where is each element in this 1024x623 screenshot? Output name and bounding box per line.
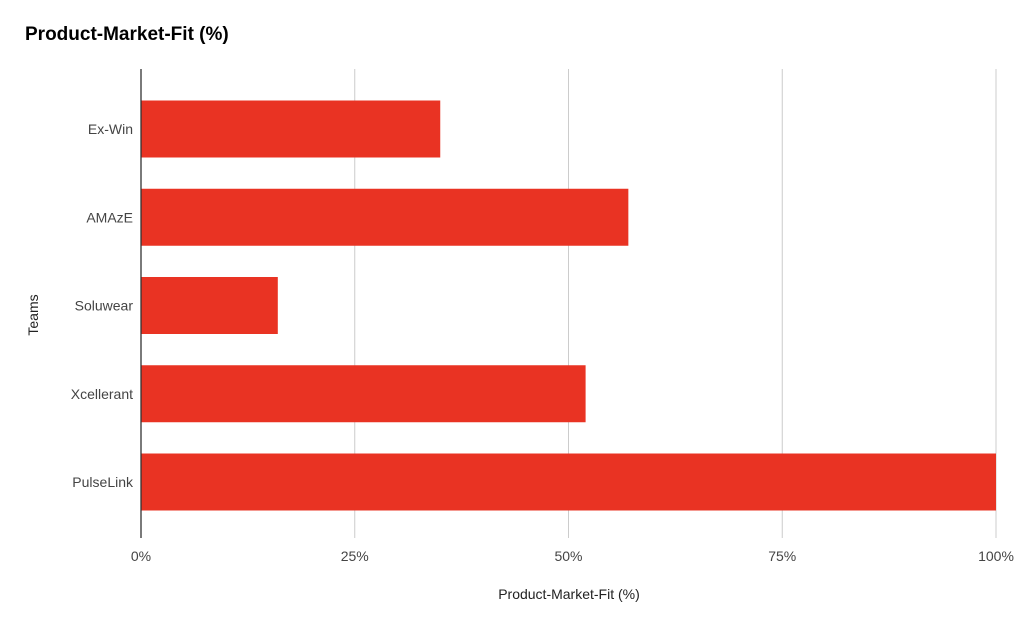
x-tick-label: 25% (341, 548, 369, 564)
y-tick-label: Ex-Win (88, 121, 133, 137)
x-tick-labels: 0% 25% 50% 75% 100% (131, 548, 1014, 564)
bar-soluwear (141, 277, 278, 334)
y-tick-label: AMAzE (86, 209, 133, 225)
y-tick-labels: Ex-Win AMAzE Soluwear Xcellerant PulseLink (71, 121, 134, 490)
y-tick-label: Soluwear (75, 298, 134, 314)
bar-amaze (141, 188, 629, 246)
bar-xcellerant (141, 365, 586, 423)
y-tick-label: PulseLink (72, 474, 134, 490)
chart-title: Product-Market-Fit (%) (25, 24, 229, 45)
bar-ex-win (141, 100, 441, 158)
x-axis-title: Product-Market-Fit (%) (498, 586, 640, 602)
x-tick-label: 50% (554, 548, 582, 564)
bar-pulselink (141, 453, 996, 511)
x-tick-label: 0% (131, 548, 151, 564)
x-tick-label: 100% (978, 548, 1014, 564)
y-tick-label: Xcellerant (71, 386, 133, 402)
y-axis-title: Teams (25, 294, 41, 335)
x-tick-label: 75% (768, 548, 796, 564)
bars (141, 100, 996, 511)
